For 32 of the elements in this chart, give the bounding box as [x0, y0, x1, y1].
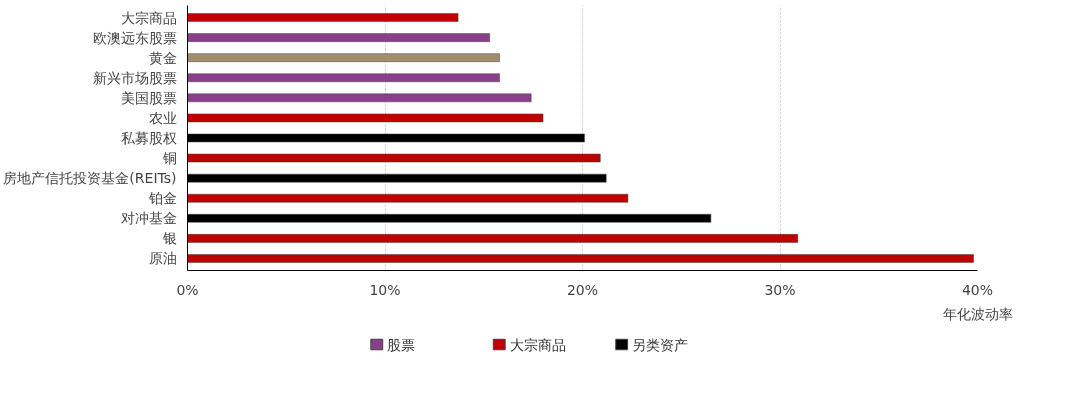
- x-axis-title: 年化波动率: [942, 305, 1013, 322]
- bar: [187, 153, 601, 163]
- bar: [187, 234, 799, 243]
- y-tick-label: 农业: [148, 109, 177, 126]
- y-tick-label: 黄金: [148, 49, 177, 66]
- x-tick-label: 40%: [961, 281, 994, 298]
- y-tick-label: 铜: [161, 150, 177, 167]
- legend-label: 大宗商品: [509, 336, 566, 353]
- legend-label: 另类资产: [632, 336, 689, 353]
- bar: [187, 33, 490, 42]
- bar: [187, 254, 974, 263]
- bar: [187, 113, 544, 123]
- y-tick-label: 银: [161, 230, 177, 247]
- y-tick-label: 原油: [148, 250, 177, 267]
- y-tick-label: 对冲基金: [120, 210, 177, 227]
- y-tick-label: 欧澳远东股票: [92, 29, 177, 46]
- bar: [187, 13, 459, 22]
- y-tick-label: 房地产信托投资基金(REITs): [3, 170, 177, 187]
- legend-label: 股票: [387, 336, 416, 353]
- y-tick-label: 大宗商品: [120, 9, 177, 26]
- y-tick-label: 新兴市场股票: [92, 69, 177, 86]
- x-tick-label: 0%: [176, 281, 199, 298]
- bar: [187, 193, 629, 203]
- y-tick-label: 私募股权: [120, 130, 177, 146]
- y-tick-label: 铂金: [147, 190, 177, 207]
- bar: [187, 53, 500, 62]
- y-tick-label: 美国股票: [120, 89, 177, 106]
- bar: [187, 93, 532, 103]
- x-tick-label: 10%: [369, 281, 401, 298]
- x-tick-label: 20%: [566, 281, 599, 298]
- x-tick-label: 30%: [764, 281, 796, 298]
- bar: [187, 73, 500, 83]
